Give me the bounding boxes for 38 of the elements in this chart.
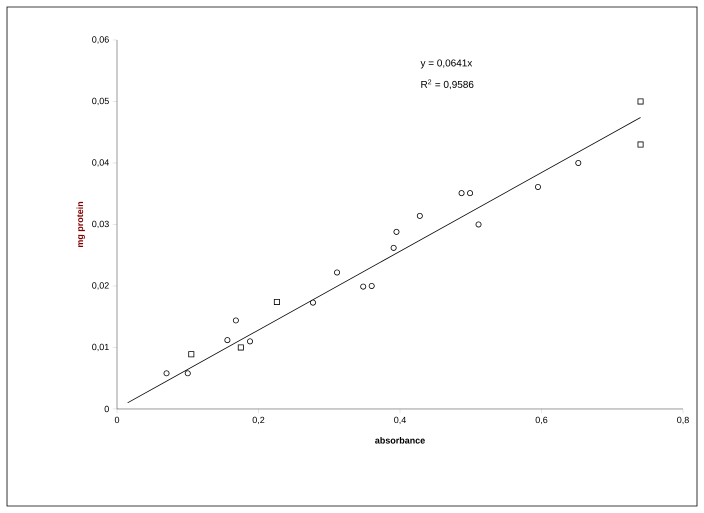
y-tick-label: 0,01 bbox=[92, 344, 109, 352]
y-tick-label: 0,04 bbox=[92, 159, 109, 167]
point bbox=[390, 244, 397, 251]
point bbox=[416, 212, 423, 219]
y-axis-title: mg protein bbox=[76, 202, 85, 248]
annotation: R$^{2}$ = 0,9586 bbox=[421, 79, 474, 90]
y-tick-label: 0,02 bbox=[92, 282, 109, 290]
point bbox=[334, 269, 340, 276]
point bbox=[534, 184, 541, 190]
x-tick-label: 0,2 bbox=[252, 416, 264, 424]
point bbox=[247, 338, 254, 344]
y-tick-label: 0,06 bbox=[92, 36, 109, 44]
point bbox=[310, 300, 316, 306]
point bbox=[274, 298, 280, 305]
x-tick-label: 0 bbox=[114, 416, 120, 424]
point bbox=[476, 221, 482, 228]
point bbox=[164, 370, 170, 376]
point bbox=[467, 190, 474, 196]
point bbox=[360, 284, 366, 290]
point bbox=[638, 142, 644, 148]
point bbox=[238, 344, 244, 350]
point bbox=[224, 337, 230, 344]
point bbox=[393, 228, 400, 235]
point bbox=[188, 351, 194, 358]
point bbox=[575, 160, 582, 166]
x-tick-label: 0,6 bbox=[536, 416, 548, 424]
point bbox=[368, 282, 375, 289]
x-tick-label: 0,4 bbox=[394, 416, 406, 424]
y-tick-label: 0 bbox=[104, 406, 109, 412]
x-tick-label: 0,8 bbox=[677, 416, 689, 424]
point bbox=[184, 370, 191, 376]
y-tick-label: 0,03 bbox=[92, 220, 109, 228]
annotation: y = 0,0641x bbox=[420, 59, 472, 68]
point bbox=[232, 317, 239, 324]
point bbox=[458, 190, 465, 196]
y-tick-label: 0,05 bbox=[92, 98, 109, 106]
point bbox=[638, 98, 644, 104]
x-axis-title: absorbance bbox=[375, 437, 425, 444]
